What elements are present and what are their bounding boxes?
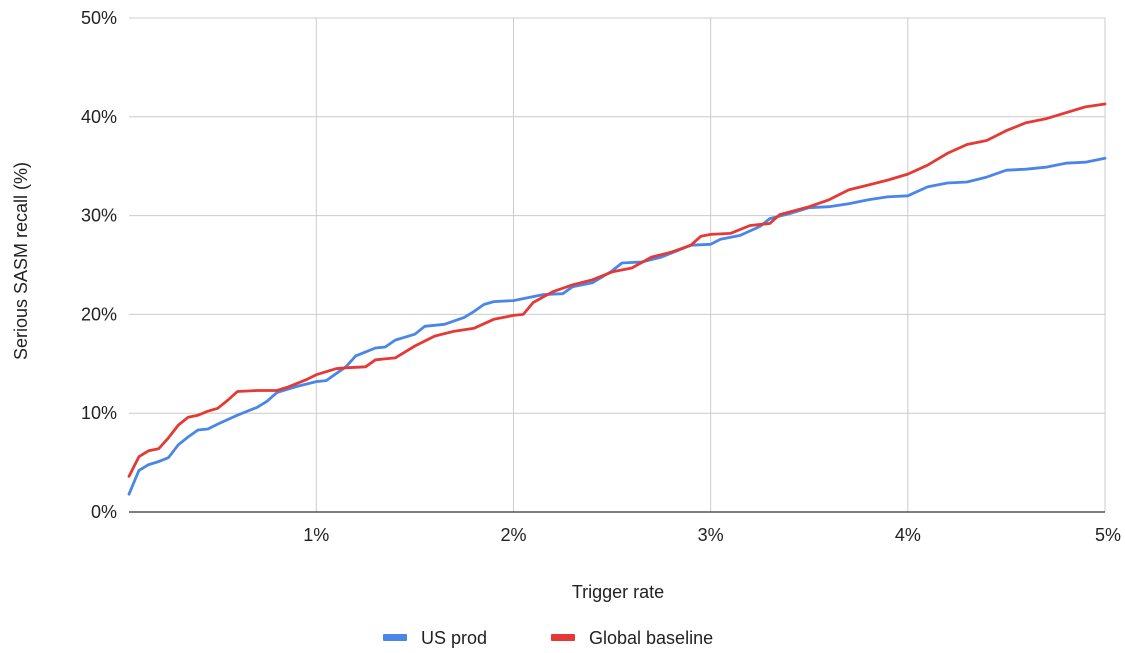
x-tick-label: 4%	[895, 525, 921, 545]
gridlines	[129, 17, 1106, 513]
x-tick-label: 3%	[698, 525, 724, 545]
y-tick-label: 20%	[81, 304, 117, 324]
x-tick-label: 5%	[1095, 525, 1121, 545]
x-tick-label: 2%	[500, 525, 526, 545]
x-tick-label: 1%	[303, 525, 329, 545]
legend-label-us-prod: US prod	[421, 628, 487, 648]
series-lines	[127, 102, 1107, 496]
y-tick-label: 10%	[81, 403, 117, 423]
y-tick-label: 50%	[81, 8, 117, 28]
y-tick-label: 0%	[91, 502, 117, 522]
legend-swatch-us-prod	[383, 634, 407, 641]
y-axis-title: Serious SASM recall (%)	[11, 162, 31, 360]
legend-swatch-global-baseline	[551, 634, 575, 641]
legend: US prod Global baseline	[383, 628, 713, 648]
x-axis-title: Trigger rate	[572, 582, 664, 602]
series-line-global-baseline	[127, 102, 1107, 478]
y-axis-ticks: 0% 10% 20% 30% 40% 50%	[81, 8, 117, 522]
x-axis-ticks: 1% 2% 3% 4% 5%	[303, 525, 1121, 545]
y-tick-label: 30%	[81, 206, 117, 226]
series-line-us-prod	[127, 156, 1107, 496]
y-tick-label: 40%	[81, 107, 117, 127]
legend-label-global-baseline: Global baseline	[589, 628, 713, 648]
